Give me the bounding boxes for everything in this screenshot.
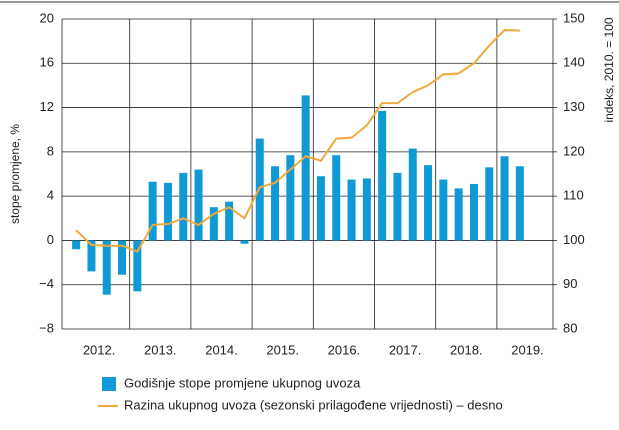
y-tick-label: 20: [40, 10, 54, 25]
x-tick-label: 2015.: [266, 342, 299, 357]
x-tick-label: 2018.: [450, 342, 483, 357]
y-tick-label: 12: [40, 99, 54, 114]
y-tick-label: 0: [47, 232, 54, 247]
bar: [102, 240, 111, 295]
bar: [209, 207, 218, 241]
x-tick-label: 2013.: [144, 342, 177, 357]
bar: [133, 240, 142, 292]
bar: [485, 167, 494, 241]
bar: [424, 165, 433, 241]
y-tick-label: 16: [40, 55, 54, 70]
y-tick-label: −8: [39, 320, 54, 335]
bar: [316, 176, 325, 241]
bar: [225, 201, 234, 241]
y2-tick-label: 130: [563, 99, 585, 114]
bar: [87, 240, 96, 272]
bar: [271, 166, 280, 241]
bar: [408, 148, 417, 241]
bar: [332, 155, 341, 241]
y2-tick-label: 110: [563, 188, 584, 203]
x-tick-label: 2019.: [511, 342, 544, 357]
x-tick-label: 2012.: [83, 342, 116, 357]
y2-tick-label: 100: [563, 232, 585, 247]
y-tick-label: 8: [47, 143, 54, 158]
bar: [301, 95, 310, 241]
bar: [515, 166, 524, 241]
bar: [194, 169, 203, 241]
bar: [118, 240, 127, 275]
y2-tick-label: 120: [563, 143, 585, 158]
bar: [179, 172, 188, 241]
bar: [240, 240, 249, 244]
y-tick-label: −4: [39, 276, 54, 291]
y-tick-label: 4: [47, 188, 54, 203]
y2-axis-title: indeks, 2010. = 100: [602, 17, 616, 122]
legend-swatch: [102, 377, 116, 391]
y2-tick-label: 140: [563, 55, 585, 70]
bar: [148, 181, 157, 241]
y2-tick-label: 80: [563, 320, 577, 335]
y-axis-title: stope promjene, %: [8, 124, 22, 224]
bar: [362, 178, 371, 241]
x-tick-label: 2017.: [389, 342, 422, 357]
bar: [439, 179, 448, 241]
bar: [454, 188, 463, 241]
y2-tick-label: 90: [563, 276, 577, 291]
bar: [347, 179, 356, 241]
x-tick-label: 2014.: [205, 342, 238, 357]
bar: [163, 182, 172, 241]
bar: [286, 155, 295, 241]
legend-label: Godišnje stope promjene ukupnog uvoza: [124, 375, 361, 390]
x-tick-label: 2016.: [328, 342, 361, 357]
bar: [393, 172, 402, 241]
bar: [378, 110, 387, 241]
bar: [72, 240, 81, 250]
y2-tick-label: 150: [563, 10, 585, 25]
legend-label: Razina ukupnog uvoza (sezonski prilagođe…: [124, 397, 503, 412]
bar: [469, 183, 478, 241]
bar: [500, 156, 509, 241]
line: [75, 29, 520, 253]
